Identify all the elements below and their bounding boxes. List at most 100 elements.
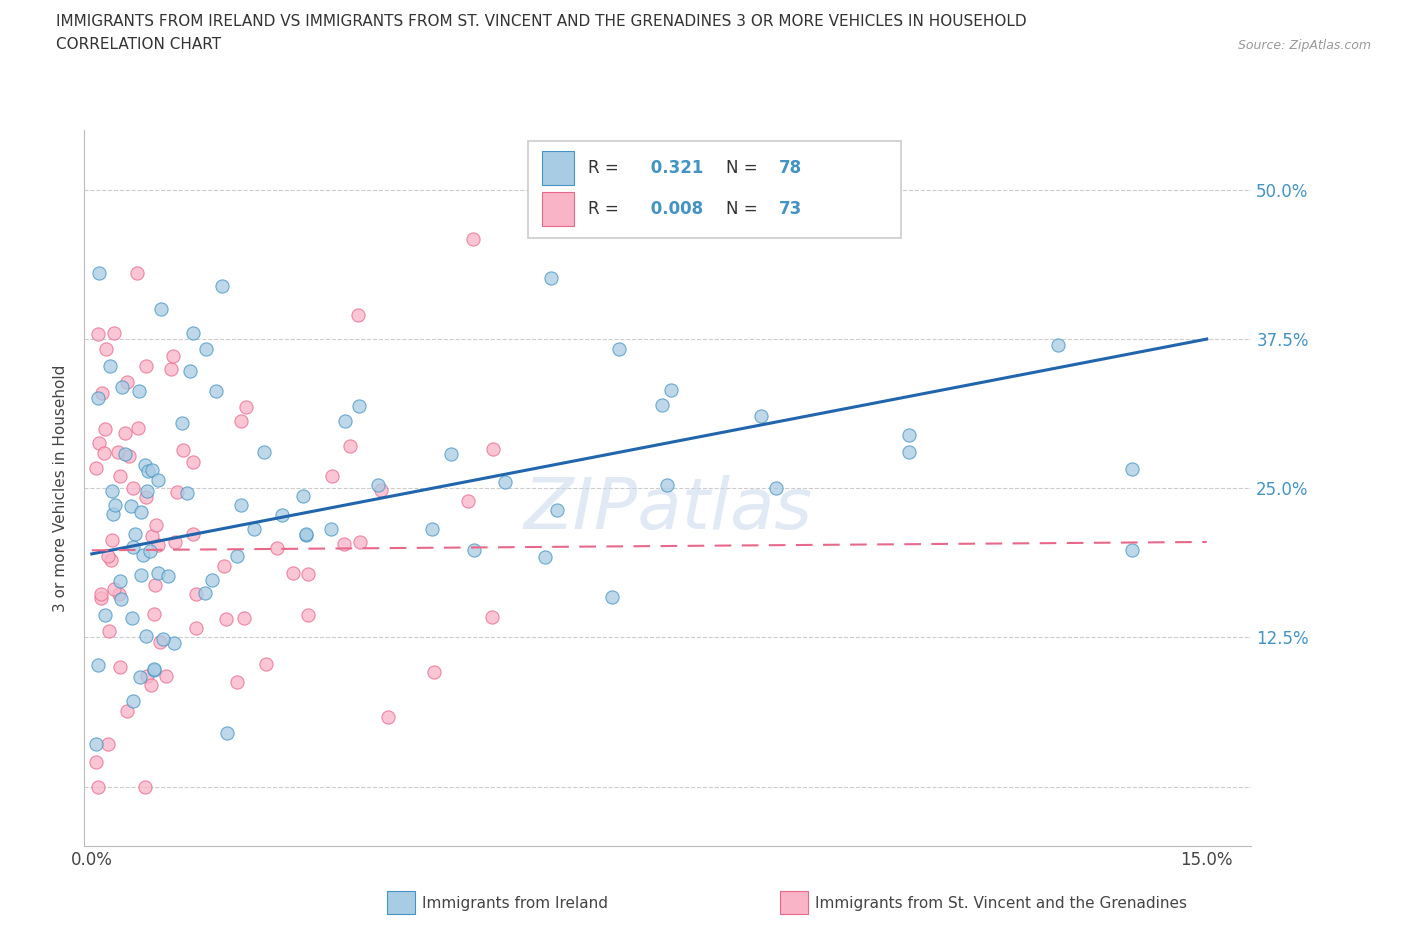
Point [131, 505, 153, 520]
Point [96, 737, 118, 751]
Point [120, 498, 142, 513]
Point [215, 725, 238, 740]
Point [186, 620, 208, 635]
Point [101, 533, 124, 548]
Text: 73: 73 [779, 200, 801, 218]
Point [90, 591, 112, 606]
Point [166, 485, 188, 499]
Point [127, 266, 149, 281]
Point [111, 379, 134, 394]
Point [108, 587, 131, 602]
Point [122, 694, 145, 709]
Point [367, 477, 389, 492]
Point [1121, 461, 1143, 476]
Point [295, 528, 318, 543]
Point [90, 586, 112, 601]
Point [186, 586, 208, 601]
Point [281, 566, 304, 581]
Text: 0.008: 0.008 [644, 200, 703, 218]
Point [135, 484, 157, 498]
Text: IMMIGRANTS FROM IRELAND VS IMMIGRANTS FROM ST. VINCENT AND THE GRENADINES 3 OR M: IMMIGRANTS FROM IRELAND VS IMMIGRANTS FR… [56, 14, 1026, 29]
Point [110, 659, 132, 674]
Point [117, 375, 139, 390]
Point [98, 359, 121, 374]
Point [270, 508, 292, 523]
Point [115, 703, 138, 718]
Point [141, 528, 163, 543]
Point [600, 590, 623, 604]
Point [749, 408, 772, 423]
Point [155, 669, 177, 684]
Point [254, 657, 277, 671]
Point [1121, 543, 1143, 558]
Point [101, 484, 124, 498]
Text: 0.321: 0.321 [644, 159, 703, 177]
Point [420, 522, 443, 537]
Point [139, 677, 162, 692]
Point [108, 469, 131, 484]
Point [333, 537, 356, 551]
Point [534, 550, 557, 565]
Point [129, 568, 152, 583]
Point [540, 271, 562, 286]
Point [135, 489, 157, 504]
Point [103, 507, 125, 522]
Point [146, 473, 169, 488]
Point [142, 663, 165, 678]
Point [122, 481, 145, 496]
Text: Source: ZipAtlas.com: Source: ZipAtlas.com [1237, 39, 1371, 52]
Text: 78: 78 [779, 159, 801, 177]
Point [349, 535, 371, 550]
Point [463, 542, 485, 557]
FancyBboxPatch shape [527, 141, 901, 238]
Point [127, 420, 149, 435]
Point [93, 445, 115, 460]
Point [321, 469, 343, 484]
Point [110, 591, 132, 606]
Point [297, 608, 319, 623]
Point [422, 665, 444, 680]
Point [215, 612, 238, 627]
Text: CORRELATION CHART: CORRELATION CHART [56, 37, 221, 52]
Point [87, 658, 110, 672]
Bar [541, 151, 575, 185]
Point [94, 341, 117, 356]
Point [141, 462, 163, 477]
Point [149, 634, 172, 649]
Point [163, 535, 186, 550]
Point [91, 385, 114, 400]
Point [229, 498, 252, 513]
Point [347, 399, 370, 414]
Point [243, 521, 266, 536]
Point [440, 446, 463, 461]
Point [84, 460, 107, 475]
Point [124, 526, 146, 541]
Point [156, 568, 179, 583]
Point [461, 232, 484, 246]
Text: N =: N = [727, 159, 763, 177]
Point [145, 517, 167, 532]
Point [135, 359, 157, 374]
Point [204, 383, 226, 398]
Point [114, 446, 136, 461]
Point [121, 611, 143, 626]
Point [122, 539, 145, 554]
Point [97, 549, 120, 564]
Point [181, 455, 204, 470]
Point [87, 326, 110, 341]
Point [93, 421, 115, 436]
Point [335, 414, 357, 429]
Point [162, 349, 184, 364]
Point [651, 398, 673, 413]
Point [114, 425, 136, 440]
Text: R =: R = [589, 200, 624, 218]
Point [100, 552, 122, 567]
Point [201, 573, 224, 588]
Point [294, 526, 316, 541]
Point [134, 458, 156, 472]
Point [179, 363, 201, 378]
Point [292, 489, 315, 504]
Point [233, 610, 256, 625]
Point [194, 586, 217, 601]
Point [481, 610, 503, 625]
